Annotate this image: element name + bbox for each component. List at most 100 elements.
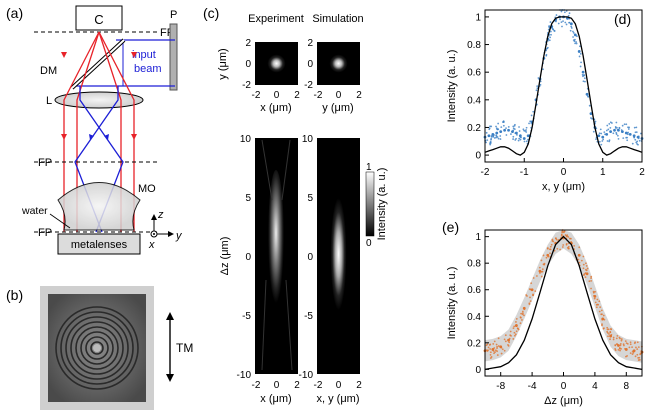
scatter-point [508,341,511,344]
data-point [581,70,585,74]
scatter-point [590,279,593,282]
fp-label-bottom: FP [38,227,52,239]
scatter-point [634,138,637,141]
scatter-point [563,230,565,233]
scatter-point [607,128,610,131]
scatter-point [531,288,534,291]
scatter-point [542,254,545,257]
scatter-point [578,246,581,249]
scatter-point [602,314,605,317]
scatter-point [619,337,621,340]
top-xtick-neg2: -2 [252,90,261,101]
scatter-point [489,353,492,356]
ytick-label: 0.6 [467,285,481,296]
scatter-point [520,312,523,315]
scatter-point [496,136,499,138]
scatter-point [512,135,515,138]
data-point [624,131,628,135]
scatter-point [564,21,567,24]
scatter-point [593,297,596,300]
bottom-ytick-neg10: -10 [237,370,252,381]
panel-c: (c) Experiment Simulation 2 0 -2 2 0 -2 … [203,5,388,405]
scatter-point [493,137,496,139]
scatter-point [500,346,503,349]
scatter-point [593,294,595,297]
scatter-point [594,301,597,304]
scatter-point [514,333,517,336]
scatter-point [539,272,541,274]
scatter-point [514,139,517,141]
scatter-point [496,128,499,131]
scatter-point [561,25,563,28]
scatter-point [619,344,622,347]
data-point [609,130,612,134]
scatter-point [556,247,559,250]
scatter-point [600,309,603,312]
scatter-point [523,129,525,132]
colorbar-tick-0: 0 [366,238,372,249]
scatter-point [622,137,625,140]
scatter-point [565,243,568,246]
scatter-point [538,266,541,269]
scatter-point [505,127,507,130]
scatter-point [637,136,640,139]
xtick-label: 8 [624,381,630,392]
data-point [573,33,577,37]
scatter-point [617,348,620,351]
scatter-point [610,333,613,336]
scatter-point [608,333,610,335]
scatter-point [559,18,561,21]
scatter-point [559,248,562,251]
bottom-sim-ytick-0: 0 [307,252,313,263]
scatter-point [516,327,519,330]
chart-d: 0 0.2 0.4 0.6 0.8 1 -2 -1 0 1 2 x, y (μm) Intensity … [446,9,645,193]
scatter-point [489,125,491,128]
scatter-point [495,125,497,128]
scatter-point [624,340,627,343]
scatter-point [545,53,548,56]
scatter-point [564,234,567,236]
xtick-label: 0 [561,381,567,392]
data-point [487,134,491,138]
scatter-point [599,128,602,131]
scatter-point [508,337,511,340]
scatter-point [601,318,604,321]
lens-label: L [46,95,52,107]
scatter-point [625,136,628,139]
data-point [538,269,542,273]
scatter-point [522,128,525,131]
ytick-label: 0.6 [467,68,481,79]
y-axis-label: Intensity (a. u.) [446,50,458,123]
scatter-point [513,325,516,328]
top-ytick-0: 0 [245,59,251,70]
scatter-point [540,259,543,262]
scatter-point [489,142,491,145]
xtick-label: -8 [496,381,505,392]
scatter-point [523,140,526,143]
scatter-point [515,330,518,333]
scatter-point [541,270,544,273]
scatter-point [590,287,592,290]
scatter-point [550,33,552,36]
scatter-point [616,334,619,337]
scatter-point [582,255,585,258]
scatter-point [600,143,603,146]
bottom-ytick-neg5: -5 [242,311,251,322]
scatter-point [615,337,618,340]
scatter-point [601,324,603,327]
scatter-point [612,132,615,135]
scatter-point [497,345,500,347]
scatter-point [513,334,516,337]
scatter-point [588,104,591,107]
scatter-point [493,352,495,355]
scatter-point [546,247,549,250]
scatter-point [639,352,642,355]
scatter-point [626,133,629,136]
panel-d-label: (d) [614,11,631,27]
scatter-point [572,30,574,33]
xtick-label: 1 [600,167,606,178]
scatter-point [594,120,597,123]
data-point [613,128,616,132]
scatter-point [608,140,611,143]
scatter-point [601,323,603,326]
